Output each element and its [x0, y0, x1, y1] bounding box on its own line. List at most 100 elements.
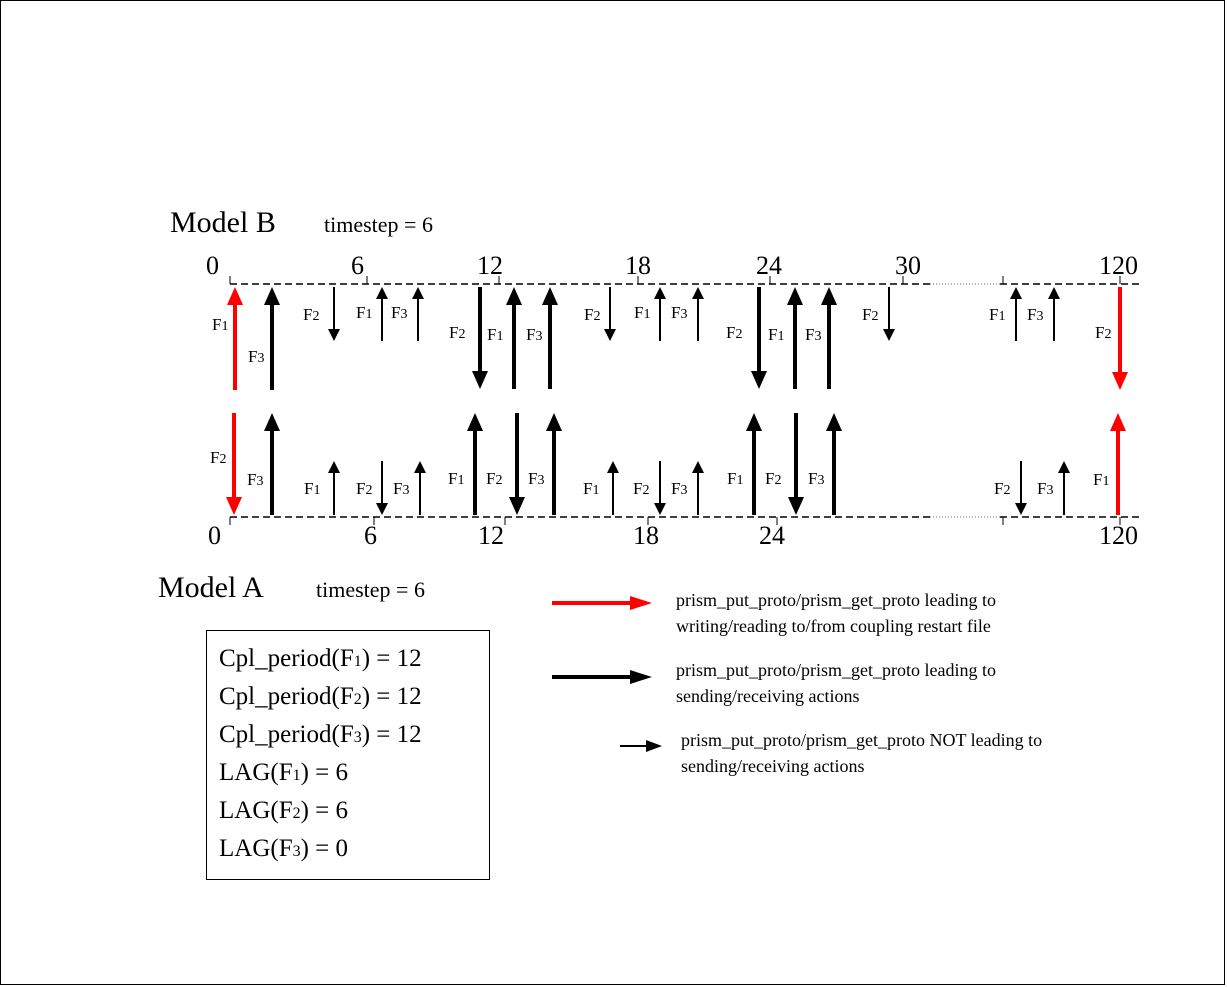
- model-a-timestep: timestep = 6: [316, 577, 425, 602]
- arrow-label-b-14-f3: F3: [526, 325, 542, 344]
- arrow-b-20-f3: [692, 287, 704, 341]
- arrow-label-b-29-f2: F2: [862, 305, 878, 324]
- legend-bold-line1: prism_put_proto/prism_get_proto leading …: [676, 660, 996, 680]
- legend-bold-text: prism_put_proto/prism_get_proto leading …: [676, 657, 996, 709]
- lag-f1: LAG(F1) = 6: [219, 759, 349, 786]
- arrow-label-a-14-f3: F3: [528, 469, 544, 488]
- arrow-b-120-f2: [1112, 287, 1128, 390]
- arrow-a-0-f3: [264, 413, 280, 515]
- model-b-tick-marks: [229, 276, 1121, 284]
- legend-bold-line2: sending/receiving actions: [676, 686, 860, 706]
- arrow-a-26-f3: [826, 413, 842, 515]
- arrow-b-17-f2: [604, 287, 616, 341]
- coupling-parameters-box: Cpl_period(F1) = 12 Cpl_period(F2) = 12 …: [206, 630, 490, 880]
- model-a-tick-18: 18: [633, 521, 659, 550]
- arrow-label-b-120-f2: F2: [1095, 323, 1111, 342]
- cpl-period-f3: Cpl_period(F3) = 12: [219, 721, 422, 748]
- arrow-a-11-f1: [467, 413, 483, 515]
- arrow-b-26-f3: [821, 287, 837, 389]
- arrow-b-19-f1: [654, 287, 666, 341]
- arrow-label-b-8-f3: F3: [391, 303, 407, 322]
- model-a-tick-24: 24: [759, 521, 785, 550]
- arrow-label-b-13-f1: F1: [487, 325, 503, 344]
- legend-thin-line1: prism_put_proto/prism_get_proto NOT lead…: [681, 730, 1043, 750]
- model-b-tick-120: 120: [1099, 251, 1138, 280]
- arrow-label-a-11-f1: F1: [448, 469, 464, 488]
- arrow-label-a-23-f1: F1: [727, 469, 743, 488]
- arrow-b-14-f3: [542, 287, 558, 389]
- model-b-tick-18: 18: [625, 251, 651, 280]
- arrow-label-a-7-f2: F2: [356, 479, 372, 498]
- arrow-a-20-f3: [692, 461, 704, 515]
- arrow-label-b-7-f1: F1: [356, 303, 372, 322]
- arrow-b-5-f2: [328, 287, 340, 341]
- arrow-label-b-23-f2: F2: [726, 323, 742, 342]
- legend-thin-text: prism_put_proto/prism_get_proto NOT lead…: [681, 727, 1042, 779]
- model-b-tick-6: 6: [351, 251, 364, 280]
- arrow-label-a-26-f3: F3: [808, 469, 824, 488]
- arrow-b-0-f3: [264, 287, 280, 390]
- exchange-arrow-labels: F1 F3 F2 F1 F3 F2 F1 F3 F2 F1 F3 F2 F1 F3 F2 F1 F3 F2 F2 F3…: [210, 303, 1111, 498]
- arrow-label-b-25-f1: F1: [768, 325, 784, 344]
- arrow-label-a-8-f3: F3: [393, 479, 409, 498]
- arrow-label-a-0-f2: F2: [210, 448, 226, 467]
- arrow-b-11-f2: [472, 287, 488, 389]
- arrow-b-13-f1: [506, 287, 522, 389]
- arrow-label-b-115-f1: F1: [989, 305, 1005, 324]
- legend-red-line1: prism_put_proto/prism_get_proto leading …: [676, 590, 996, 610]
- arrow-b-25-f1: [787, 287, 803, 389]
- cpl-period-f2: Cpl_period(F2) = 12: [219, 683, 422, 710]
- arrow-a-17-f1: [607, 461, 619, 515]
- arrow-label-b-26-f3: F3: [805, 325, 821, 344]
- arrow-label-a-120-f1: F1: [1093, 470, 1109, 489]
- arrow-label-b-17-f2: F2: [584, 305, 600, 324]
- legend-bold-arrow: [552, 670, 652, 684]
- arrow-a-5-f1: [328, 461, 340, 515]
- arrow-label-a-17-f1: F1: [583, 479, 599, 498]
- model-a-tick-6: 6: [364, 521, 377, 550]
- arrow-b-7-f1: [376, 287, 388, 341]
- legend-red-arrow: [552, 596, 652, 610]
- exchange-arrows: [226, 287, 1128, 515]
- model-a-tick-0: 0: [208, 521, 221, 550]
- arrow-label-b-20-f3: F3: [671, 303, 687, 322]
- arrow-a-23-f1: [746, 413, 762, 515]
- lag-f2: LAG(F2) = 6: [219, 797, 349, 824]
- model-a-tick-120: 120: [1099, 521, 1138, 550]
- model-b-timestep: timestep = 6: [324, 212, 433, 237]
- arrow-a-7-f2: [376, 461, 388, 515]
- lag-f3: LAG(F3) = 0: [219, 835, 349, 862]
- arrow-label-a-25-f2: F2: [765, 469, 781, 488]
- arrow-label-a-116-f3: F3: [1037, 479, 1053, 498]
- model-b-tick-24: 24: [756, 251, 782, 280]
- arrow-label-a-115-f2: F2: [994, 479, 1010, 498]
- legend-thin-arrow: [620, 740, 662, 752]
- arrow-b-116-f3: [1048, 287, 1060, 341]
- arrow-label-a-13-f2: F2: [486, 469, 502, 488]
- model-b-tick-30: 30: [895, 251, 921, 280]
- arrow-b-23-f2: [751, 287, 767, 389]
- model-b-name: Model B: [170, 206, 276, 239]
- arrow-a-14-f3: [546, 413, 562, 515]
- arrow-label-b-116-f3: F3: [1027, 305, 1043, 324]
- arrow-a-13-f2: [509, 413, 525, 515]
- arrow-label-a-19-f2: F2: [633, 479, 649, 498]
- arrow-label-a-20-f3: F3: [671, 479, 687, 498]
- arrow-a-8-f3: [414, 461, 426, 515]
- arrow-label-b-0-f3: F3: [248, 347, 264, 366]
- legend-red-line2: writing/reading to/from coupling restart…: [676, 616, 991, 636]
- arrow-label-b-0-f1: F1: [212, 315, 228, 334]
- model-a-tick-marks: [229, 517, 1121, 525]
- arrow-label-b-19-f1: F1: [634, 303, 650, 322]
- arrow-label-a-0-f3: F3: [247, 470, 263, 489]
- arrow-a-120-f1: [1110, 413, 1126, 515]
- legend-thin-line2: sending/receiving actions: [681, 756, 865, 776]
- model-a-name: Model A: [158, 571, 264, 604]
- arrow-label-b-11-f2: F2: [449, 323, 465, 342]
- arrow-b-29-f2: [883, 287, 895, 341]
- model-b-tick-0: 0: [206, 251, 219, 280]
- arrow-a-0-f2: [226, 413, 242, 515]
- arrow-b-115-f1: [1010, 287, 1022, 341]
